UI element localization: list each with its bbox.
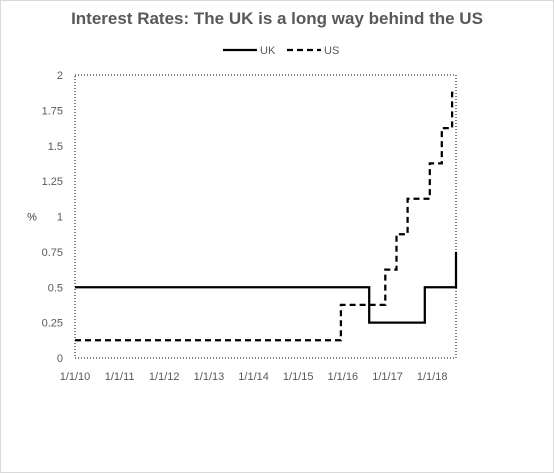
series-line-us bbox=[75, 91, 456, 342]
x-axis-ticks: 1/1/10 1/1/11 1/1/12 1/1/13 1/1/14 1/1/15 1/1/… bbox=[60, 371, 448, 383]
x-tick-label: 1/1/18 bbox=[417, 371, 448, 383]
x-tick-label: 1/1/15 bbox=[283, 371, 314, 383]
x-tick-label: 1/1/11 bbox=[105, 371, 135, 383]
y-tick-label: 0 bbox=[57, 353, 63, 365]
y-tick-label: 0.25 bbox=[42, 318, 63, 330]
y-axis-title: % bbox=[27, 212, 37, 224]
plot-border bbox=[74, 74, 457, 359]
legend-label-us: US bbox=[324, 45, 339, 57]
y-tick-label: 1.25 bbox=[42, 176, 63, 188]
x-tick-label: 1/1/12 bbox=[149, 371, 180, 383]
x-tick-label: 1/1/14 bbox=[238, 371, 269, 383]
y-tick-label: 2 bbox=[57, 70, 63, 82]
chart-title: Interest Rates: The UK is a long way beh… bbox=[71, 9, 483, 28]
series-line-uk bbox=[75, 251, 458, 324]
y-tick-label: 1 bbox=[57, 212, 63, 224]
legend: UK US bbox=[223, 45, 339, 57]
y-tick-label: 0.5 bbox=[48, 282, 63, 294]
x-tick-label: 1/1/13 bbox=[194, 371, 225, 383]
y-axis-ticks: 0 0.25 0.5 0.75 1 1.25 1.5 1.75 2 bbox=[42, 70, 63, 365]
y-tick-label: 1.75 bbox=[42, 105, 63, 117]
legend-label-uk: UK bbox=[260, 45, 276, 57]
series-layer bbox=[75, 91, 458, 342]
x-tick-label: 1/1/16 bbox=[328, 371, 359, 383]
x-tick-label: 1/1/10 bbox=[60, 371, 91, 383]
y-tick-label: 0.75 bbox=[42, 247, 63, 259]
x-tick-label: 1/1/17 bbox=[372, 371, 403, 383]
y-tick-label: 1.5 bbox=[48, 141, 63, 153]
